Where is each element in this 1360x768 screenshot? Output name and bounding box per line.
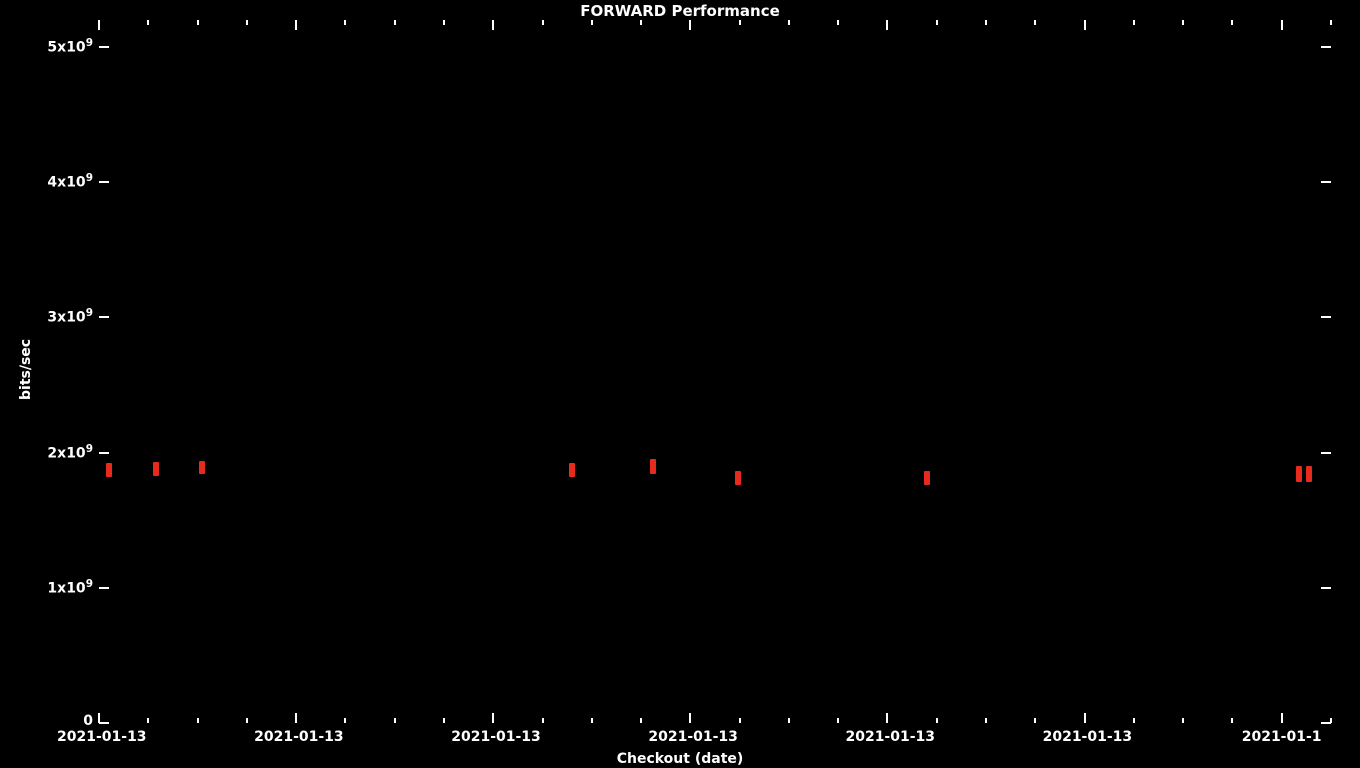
x-minor-tick-top — [1133, 20, 1135, 25]
x-minor-tick-top — [837, 20, 839, 25]
x-minor-tick-top — [591, 20, 593, 25]
x-minor-tick-top — [1182, 20, 1184, 25]
x-tick-mark — [98, 713, 100, 723]
y-tick-mark — [99, 587, 109, 589]
x-minor-tick — [1231, 718, 1233, 723]
y-tick-mark — [99, 181, 109, 183]
y-tick-label: 4x109 — [47, 172, 93, 191]
x-minor-tick-top — [197, 20, 199, 25]
x-tick-mark-top — [886, 20, 888, 30]
x-tick-mark — [295, 713, 297, 723]
y-tick-mark — [99, 722, 109, 724]
data-point — [650, 459, 656, 470]
x-tick-label: 2021-01-13 — [648, 729, 738, 745]
x-tick-mark-top — [295, 20, 297, 30]
y-tick-mark — [99, 316, 109, 318]
x-minor-tick — [837, 718, 839, 723]
x-minor-tick — [936, 718, 938, 723]
x-minor-tick-top — [985, 20, 987, 25]
y-tick-mark-right — [1321, 46, 1331, 48]
x-tick-label: 2021-01-13 — [451, 729, 541, 745]
chart-title: FORWARD Performance — [0, 2, 1360, 20]
x-minor-tick-top — [344, 20, 346, 25]
x-tick-mark — [886, 713, 888, 723]
x-minor-tick-top — [1231, 20, 1233, 25]
x-minor-tick — [394, 718, 396, 723]
x-tick-mark-top — [1084, 20, 1086, 30]
x-minor-tick — [1330, 718, 1332, 723]
x-minor-tick-top — [246, 20, 248, 25]
y-tick-mark — [99, 46, 109, 48]
y-tick-mark — [99, 452, 109, 454]
x-minor-tick-top — [542, 20, 544, 25]
x-minor-tick-top — [1034, 20, 1036, 25]
x-minor-tick-top — [640, 20, 642, 25]
data-point — [106, 463, 112, 474]
x-tick-mark — [1084, 713, 1086, 723]
x-minor-tick — [542, 718, 544, 723]
y-tick-mark-right — [1321, 316, 1331, 318]
x-minor-tick-top — [788, 20, 790, 25]
x-tick-mark-top — [492, 20, 494, 30]
x-minor-tick — [147, 718, 149, 723]
x-minor-tick — [985, 718, 987, 723]
x-tick-mark — [689, 713, 691, 723]
x-minor-tick — [591, 718, 593, 723]
x-minor-tick — [640, 718, 642, 723]
x-minor-tick — [344, 718, 346, 723]
x-minor-tick — [788, 718, 790, 723]
y-tick-mark-right — [1321, 181, 1331, 183]
data-point — [569, 463, 575, 474]
x-minor-tick — [739, 718, 741, 723]
data-point — [924, 471, 930, 482]
y-tick-label: 3x109 — [47, 307, 93, 326]
x-tick-mark — [1281, 713, 1283, 723]
x-minor-tick — [443, 718, 445, 723]
data-point — [735, 471, 741, 482]
x-minor-tick-top — [394, 20, 396, 25]
x-minor-tick — [1133, 718, 1135, 723]
y-tick-mark-right — [1321, 452, 1331, 454]
x-minor-tick-top — [443, 20, 445, 25]
plot-area — [99, 20, 1331, 723]
x-axis-label: Checkout (date) — [0, 751, 1360, 767]
data-point — [199, 461, 205, 472]
x-tick-mark — [492, 713, 494, 723]
x-tick-mark-top — [689, 20, 691, 30]
x-tick-mark-top — [1281, 20, 1283, 30]
x-tick-label: 2021-01-13 — [1043, 729, 1133, 745]
data-point — [1296, 466, 1302, 477]
x-minor-tick — [246, 718, 248, 723]
y-tick-label: 2x109 — [47, 443, 93, 462]
x-tick-label: 2021-01-13 — [845, 729, 935, 745]
y-tick-mark-right — [1321, 587, 1331, 589]
x-tick-label: 2021-01-13 — [254, 729, 344, 745]
y-tick-label: 1x109 — [47, 578, 93, 597]
x-minor-tick — [1034, 718, 1036, 723]
x-minor-tick-top — [936, 20, 938, 25]
x-minor-tick — [197, 718, 199, 723]
data-point — [1306, 466, 1312, 477]
x-minor-tick-top — [739, 20, 741, 25]
y-tick-label: 0 — [83, 713, 93, 729]
x-tick-label: 2021-01-1 — [1242, 729, 1322, 745]
x-tick-label: 2021-01-13 — [57, 729, 147, 745]
x-minor-tick — [1182, 718, 1184, 723]
x-minor-tick-top — [1330, 20, 1332, 25]
y-axis-label: bits/sec — [18, 338, 34, 399]
y-tick-label: 5x109 — [47, 37, 93, 56]
x-tick-mark-top — [98, 20, 100, 30]
x-minor-tick-top — [147, 20, 149, 25]
data-point — [153, 462, 159, 473]
